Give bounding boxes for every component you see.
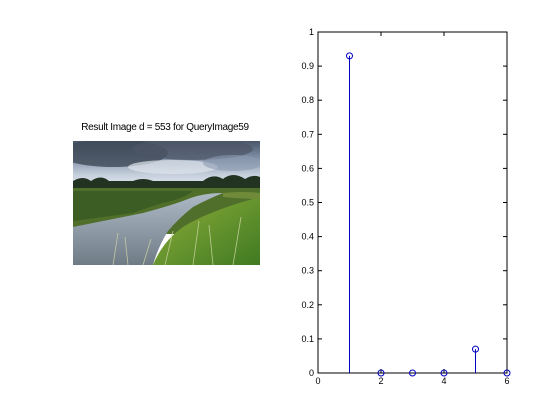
stem-marker [440,369,448,377]
landscape-photo [73,141,260,265]
stem-marker [409,369,416,377]
stem-marker [377,369,385,377]
x-tick-label: 6 [504,376,509,386]
y-tick-label: 0.3 [301,266,314,276]
y-tick-label: 0 [309,368,314,378]
x-tick-label: 4 [441,376,446,386]
y-tick-label: 0.6 [301,163,314,173]
stem-marker [346,52,353,60]
y-tick-label: 0.1 [301,334,314,344]
x-tick-label: 2 [378,376,383,386]
plot-frame [317,31,508,374]
stem-marker [503,369,511,377]
stem-marker [472,345,479,353]
y-tick-label: 1 [309,27,314,37]
y-tick-label: 0.7 [301,129,314,139]
y-tick-label: 0.2 [301,300,314,310]
y-tick-label: 0.4 [301,232,314,242]
x-tick-label: 0 [315,376,320,386]
y-tick-label: 0.9 [301,61,314,71]
result-image-title: Result Image d = 553 for QueryImage59 [81,122,249,133]
y-tick-label: 0.8 [301,95,314,105]
y-tick-label: 0.5 [301,198,314,208]
